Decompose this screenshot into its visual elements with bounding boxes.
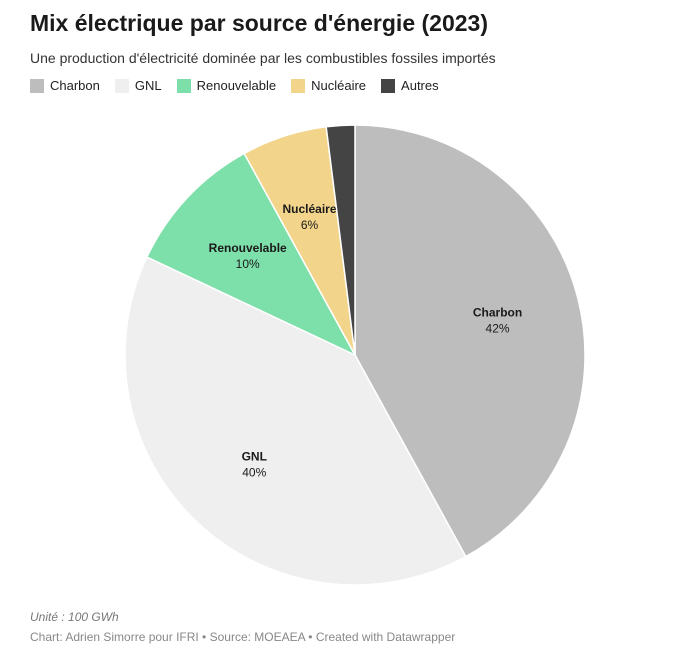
- pie-chart: Charbon 42% GNL 40% Renouvelable 10% Nucléaire…: [124, 124, 586, 586]
- pie-slice-gnl: [124, 256, 467, 586]
- slice-value-renouvelable: 10%: [236, 257, 260, 271]
- chart-subtitle: Une production d'électricité dominée par…: [30, 50, 496, 66]
- legend-label-gnl: GNL: [134, 78, 162, 93]
- pie-slice-charbon: [354, 124, 586, 558]
- slice-label-renouvelable: Renouvelable: [209, 241, 287, 255]
- unit-note: Unité : 100 GWh: [30, 610, 119, 624]
- legend-label-charbon: Charbon: [50, 78, 100, 93]
- legend-label-renouvelable: Renouvelable: [196, 78, 277, 93]
- slice-label-nucleaire: Nucléaire: [282, 202, 336, 216]
- legend-item-nucleaire: Nucléaire: [291, 78, 366, 93]
- legend-swatch-nucleaire: [291, 78, 306, 93]
- legend-swatch-charbon: [30, 78, 44, 93]
- legend-item-autres: Autres: [381, 78, 439, 93]
- legend-swatch-renouvelable: [176, 78, 191, 93]
- source-credit: Chart: Adrien Simorre pour IFRI • Source…: [30, 630, 456, 644]
- pie-slice-renouvelable: [145, 152, 357, 357]
- chart-title: Mix électrique par source d'énergie (202…: [30, 10, 488, 36]
- legend-swatch-autres: [381, 78, 396, 93]
- legend-label-autres: Autres: [401, 78, 439, 93]
- pie-slice-autres: [325, 124, 356, 356]
- slice-label-gnl: GNL: [242, 449, 267, 463]
- slice-value-gnl: 40%: [242, 465, 266, 479]
- legend-item-gnl: GNL: [114, 78, 162, 93]
- slice-value-nucleaire: 6%: [301, 218, 319, 232]
- slice-value-charbon: 42%: [486, 321, 510, 335]
- legend-item-renouvelable: Renouvelable: [176, 78, 277, 93]
- legend-item-charbon: Charbon: [30, 78, 100, 93]
- legend-swatch-gnl: [114, 78, 129, 93]
- legend: Charbon GNL Renouvelable Nucléaire Autre…: [30, 78, 454, 93]
- slice-label-charbon: Charbon: [473, 305, 522, 319]
- legend-label-nucleaire: Nucléaire: [311, 78, 367, 93]
